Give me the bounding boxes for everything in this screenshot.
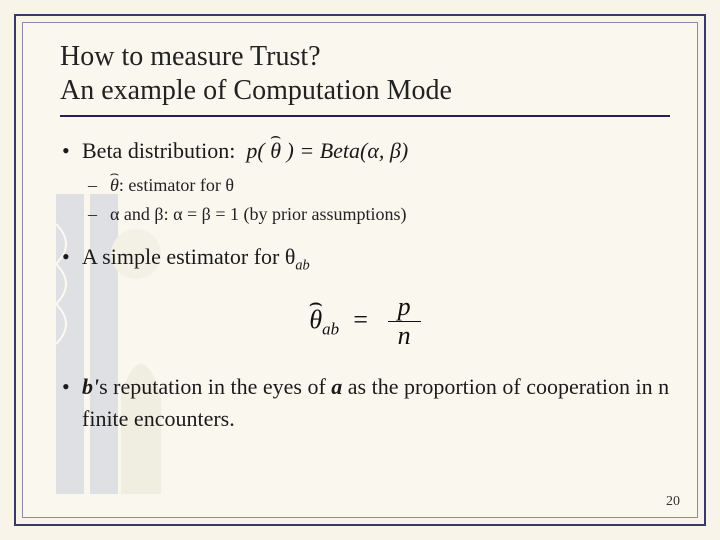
b-prime: b' — [82, 374, 99, 399]
formula-equals: = — [352, 305, 370, 334]
title-line-1: How to measure Trust? — [60, 41, 321, 72]
bullet-2-subscript: ab — [295, 258, 309, 274]
bullet-list: Beta distribution: p( θ ) = Beta(α, β) θ… — [60, 135, 670, 276]
bullet-1-lead: Beta distribution: — [82, 138, 235, 163]
page-number: 20 — [666, 494, 680, 510]
title-divider — [60, 115, 670, 117]
theta-hat-symbol: θ — [110, 173, 119, 198]
formula-numerator: p — [388, 293, 421, 323]
agent-a: a — [331, 374, 342, 399]
title-line-2: An example of Computation Mode — [60, 75, 452, 106]
bullet-simple-estimator: A simple estimator for θab — [82, 241, 670, 276]
formula-subscript: ab — [322, 319, 339, 338]
formula-fraction: p n — [388, 293, 421, 351]
formula: θab = p n — [309, 293, 420, 351]
sub-bullet-alpha-beta: α and β: α = β = 1 (by prior assumptions… — [110, 202, 670, 227]
bullet-list-2: b's reputation in the eyes of a as the p… — [60, 371, 670, 435]
formula-theta-hat: θ — [309, 305, 322, 335]
bullet-1-formula: p( θ ) = Beta(α, β) — [246, 138, 408, 163]
sub-bullet-list-1: θ: estimator for θ α and β: α = β = 1 (b… — [82, 173, 670, 227]
sub-bullet-estimator: θ: estimator for θ — [110, 173, 670, 198]
formula-denominator: n — [388, 322, 421, 351]
bullet-2-text: A simple estimator for θ — [82, 244, 295, 269]
bullet-beta-distribution: Beta distribution: p( θ ) = Beta(α, β) θ… — [82, 135, 670, 227]
content-area: How to measure Trust? An example of Comp… — [60, 40, 670, 500]
bullet-reputation: b's reputation in the eyes of a as the p… — [82, 371, 670, 435]
slide: How to measure Trust? An example of Comp… — [0, 0, 720, 540]
sub1-text: : estimator for θ — [119, 175, 234, 195]
formula-block: θab = p n — [60, 293, 670, 351]
slide-title: How to measure Trust? An example of Comp… — [60, 40, 670, 107]
b3-mid: s reputation in the eyes of — [99, 374, 331, 399]
